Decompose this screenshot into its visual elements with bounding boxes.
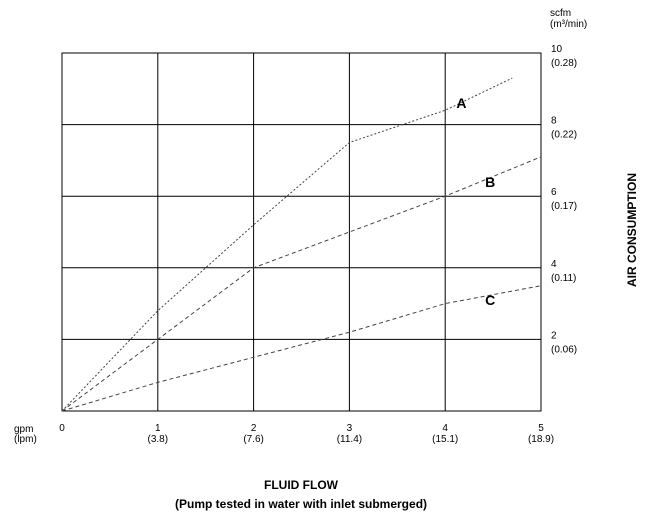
x-unit-label-metric: (lpm) bbox=[14, 434, 37, 445]
x-tick-label: 3 bbox=[347, 423, 353, 434]
y-tick-sublabel: (0.06) bbox=[551, 344, 577, 355]
y-axis-title: AIR CONSUMPTION bbox=[625, 173, 639, 287]
x-unit-label: gpm bbox=[14, 424, 33, 435]
tick-labels: 0 1(3.8)2(7.6)3(11.4)4(15.1)5(18.9)2(0.06… bbox=[59, 44, 577, 445]
y-tick-label: 8 bbox=[551, 116, 557, 127]
y-unit-label: scfm bbox=[550, 8, 571, 19]
series-line-b bbox=[61, 156, 542, 412]
x-axis-title: FLUID FLOW bbox=[264, 478, 339, 492]
x-tick-label: 0 bbox=[59, 423, 65, 434]
curve-label-c: C bbox=[485, 292, 495, 308]
curve-label-b: B bbox=[485, 174, 495, 190]
curve-label-a: A bbox=[456, 95, 466, 111]
x-tick-sublabel: (7.6) bbox=[243, 434, 264, 445]
y-tick-sublabel: (0.11) bbox=[551, 273, 576, 284]
y-tick-label: 6 bbox=[551, 187, 557, 198]
y-tick-label: 4 bbox=[551, 259, 557, 270]
y-tick-label: 2 bbox=[551, 330, 557, 341]
grid bbox=[61, 52, 542, 412]
x-tick-sublabel: (11.4) bbox=[337, 434, 362, 445]
y-tick-label: 10 bbox=[551, 44, 563, 55]
x-tick-label: 2 bbox=[251, 423, 257, 434]
y-unit-label-metric: (m³/min) bbox=[550, 19, 587, 30]
y-tick-sublabel: (0.22) bbox=[551, 130, 577, 141]
x-axis-subtitle: (Pump tested in water with inlet submerg… bbox=[175, 497, 427, 511]
x-tick-sublabel: (3.8) bbox=[148, 434, 169, 445]
y-tick-sublabel: (0.28) bbox=[551, 58, 577, 69]
plot-frame bbox=[61, 52, 542, 412]
curve-labels: A B C bbox=[456, 95, 495, 308]
x-tick-sublabel: (18.9) bbox=[528, 434, 554, 445]
x-tick-label: 5 bbox=[538, 423, 544, 434]
series-layer bbox=[61, 77, 542, 412]
x-tick-label: 1 bbox=[155, 423, 161, 434]
y-tick-sublabel: (0.17) bbox=[551, 201, 577, 212]
x-tick-sublabel: (15.1) bbox=[432, 434, 458, 445]
x-tick-label: 4 bbox=[442, 423, 448, 434]
series-line-c bbox=[61, 285, 542, 412]
